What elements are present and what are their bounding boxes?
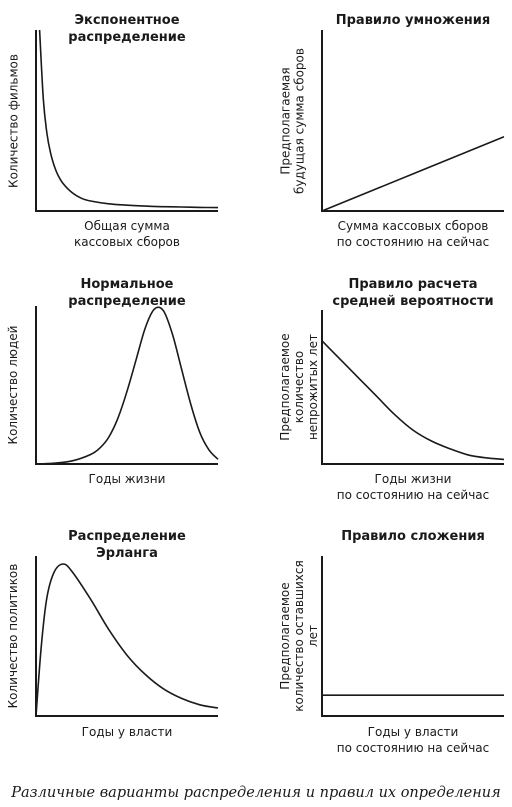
y-axis-label: Предполагаемая будущая сумма сборов [278,47,306,194]
x-axis-label: Годы у власти по состоянию на сейчас [336,725,490,755]
chart-axes [321,556,504,717]
y-axis-label: Количество фильмов [6,53,20,188]
chart-title: Правило сложения [341,529,485,544]
y-axis-label: Количество людей [6,325,20,445]
figure-caption: Различные варианты распределения и прави… [11,785,501,801]
chart-title: Правило умножения [335,13,491,28]
series-line [38,29,219,209]
chart-panel-erlang: Распределение Эрланга Годы у власти Количе… [0,524,256,786]
y-axis-label: Количество политиков [6,563,20,709]
chart-normal [35,306,219,465]
x-axis-label: Годы жизни [88,472,166,486]
x-axis-label: Сумма кассовых сборов по состоянию на се… [336,219,490,249]
chart-title: Экспонентное распределение [68,13,186,45]
series-line [35,563,219,717]
chart-axes [321,310,504,465]
chart-exponential [35,29,219,212]
chart-average [321,310,505,465]
series-line [35,306,219,465]
chart-panel-average: Правило расчета средней вероятности Годы … [256,262,512,524]
series-line [321,136,505,212]
y-axis-label: Предполагаемое количество непрожитых лет [278,333,320,441]
chart-title: Нормальное распределение [68,277,186,309]
chart-axes [35,306,218,465]
chart-multiplicative [321,30,505,212]
chart-axes [35,556,218,717]
chart-title: Правило расчета средней вероятности [332,277,494,309]
chart-erlang [35,556,219,717]
chart-panel-additive: Правило сложения Годы у власти по состоян… [256,524,512,786]
chart-axes [35,30,218,212]
chart-axes [321,30,504,212]
series-line [321,340,505,461]
x-axis-label: Годы у власти [81,725,173,739]
x-axis-label: Годы жизни по состоянию на сейчас [336,472,490,502]
chart-panel-normal: Нормальное распределение Годы жизни Количе… [0,262,256,524]
chart-panel-exponential: Экспонентное распределение Общая сумма ка… [0,0,256,262]
x-axis-label: Общая сумма кассовых сборов [74,219,180,249]
chart-panel-multiplicative: Правило умножения Сумма кассовых сборов п… [256,0,512,262]
y-axis-label: Предполагаемое количество оставшихся лет [278,560,320,712]
chart-title: Распределение Эрланга [68,529,186,561]
chart-additive [321,556,504,717]
